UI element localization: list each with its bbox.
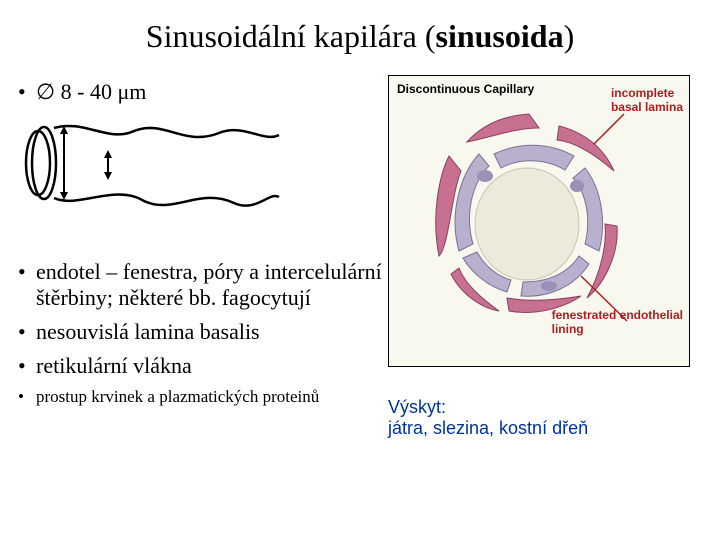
wavy-sketch: [24, 113, 284, 213]
bullet-mark: •: [18, 79, 36, 105]
bullet-mark: •: [18, 387, 36, 407]
left-column: • ∅ 8 - 40 μm: [18, 61, 388, 439]
bullet-1: • ∅ 8 - 40 μm: [18, 79, 388, 105]
bullet-mark: •: [18, 353, 36, 379]
bullet-1-text: ∅ 8 - 40 μm: [36, 79, 146, 105]
bullet-5: • prostup krvinek a plazmatických protei…: [18, 387, 388, 407]
bullet-2-text: endotel – fenestra, póry a intercelulárn…: [36, 259, 388, 311]
occurrence-label: Výskyt:: [388, 397, 446, 417]
bullet-mark: •: [18, 319, 36, 345]
occurrence-block: Výskyt: játra, slezina, kostní dřeň: [388, 397, 698, 439]
right-column: Discontinuous Capillary incomplete basal…: [388, 61, 698, 439]
title-main: Sinusoidální kapilára (: [146, 18, 436, 54]
bullet-mark: •: [18, 259, 36, 311]
bullet-4: • retikulární vlákna: [18, 353, 388, 379]
title-bold: sinusoida: [435, 18, 563, 54]
bullet-4-text: retikulární vlákna: [36, 353, 192, 379]
occurrence-text: játra, slezina, kostní dřeň: [388, 418, 588, 438]
bullet-3-text: nesouvislá lamina basalis: [36, 319, 260, 345]
slide-title: Sinusoidální kapilára (sinusoida): [0, 0, 720, 61]
bullet-2: • endotel – fenestra, póry a intercelulá…: [18, 259, 388, 311]
content-area: • ∅ 8 - 40 μm: [0, 61, 720, 439]
capillary-diagram: Discontinuous Capillary incomplete basal…: [388, 75, 690, 367]
bullet-3: • nesouvislá lamina basalis: [18, 319, 388, 345]
bullet-5-text: prostup krvinek a plazmatických proteinů: [36, 387, 319, 407]
title-end: ): [564, 18, 575, 54]
